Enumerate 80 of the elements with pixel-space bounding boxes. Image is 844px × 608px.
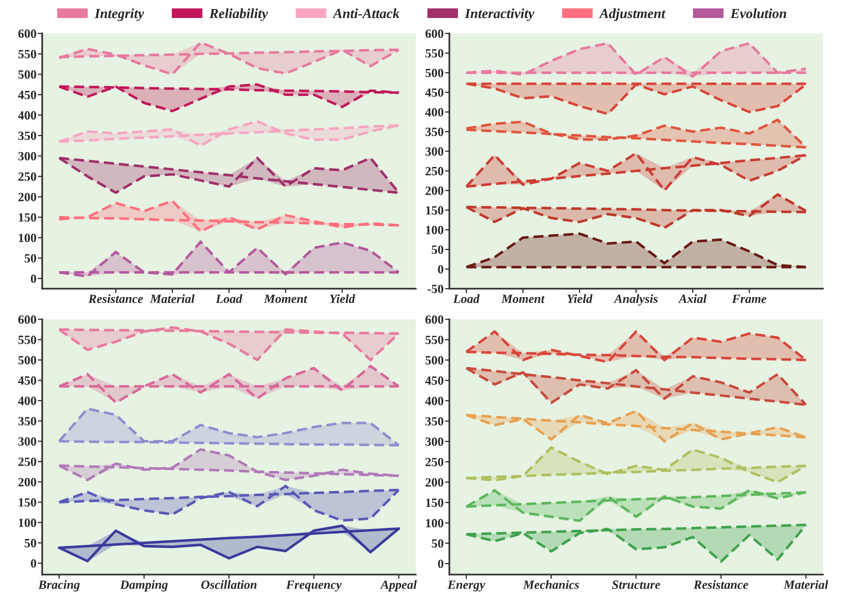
y-tick-label: 450 xyxy=(18,376,36,385)
x-tick-label: Yield xyxy=(330,294,356,304)
y-tick-label: 250 xyxy=(426,166,444,176)
y-tick-label: 350 xyxy=(426,128,444,136)
x-tick-label: Appeal xyxy=(380,580,417,592)
y-tick-label: 0 xyxy=(438,265,444,274)
x-tick-label: Material xyxy=(784,580,828,589)
y-tick-label: 450 xyxy=(18,90,36,100)
y-tick-label: 300 xyxy=(18,152,36,160)
x-tick-label: Moment xyxy=(501,294,545,304)
y-tick-label: 250 xyxy=(18,172,36,181)
y-tick-label: 350 xyxy=(18,416,36,426)
x-tick-label: Bracing xyxy=(38,580,80,592)
y-tick-label: 50 xyxy=(432,245,444,254)
y-tick-label: 450 xyxy=(425,376,444,385)
y-tick-label: 400 xyxy=(18,396,36,406)
y-tick-label: 350 xyxy=(426,417,444,426)
x-tick-label: Analysis xyxy=(614,294,658,306)
y-tick-label: 550 xyxy=(426,49,444,58)
y-tick-label: 50 xyxy=(24,538,36,548)
y-tick-label: 200 xyxy=(426,478,444,487)
y-tick-label: 50 xyxy=(432,539,444,548)
legend-label: Anti-Attack xyxy=(332,8,400,18)
y-tick-label: 550 xyxy=(426,336,444,344)
x-tick-label: Axial xyxy=(678,294,707,304)
y-tick-label: 0 xyxy=(438,560,444,568)
y-tick-label: 400 xyxy=(425,396,444,406)
y-tick-label: 500 xyxy=(18,70,36,79)
y-tick-label: 500 xyxy=(426,68,444,78)
y-tick-label: 200 xyxy=(18,478,36,486)
x-tick-label: Oscillation xyxy=(201,580,256,589)
x-tick-label: Structure xyxy=(612,580,660,589)
y-tick-label: 250 xyxy=(18,458,36,466)
y-tick-label: 250 xyxy=(426,458,444,466)
y-tick-label: 600 xyxy=(18,315,36,324)
y-tick-label: 600 xyxy=(18,29,36,38)
y-tick-label: 300 xyxy=(426,147,444,156)
x-tick-label: Resistance xyxy=(694,580,748,589)
x-tick-label: Resistance xyxy=(88,294,143,304)
y-tick-label: 100 xyxy=(426,226,444,234)
y-tick-label: 550 xyxy=(18,50,36,58)
x-tick-label: Damping xyxy=(120,580,168,592)
y-tick-label: 500 xyxy=(18,356,36,364)
y-tick-label: 300 xyxy=(18,437,36,446)
legend-label: Reliability xyxy=(209,8,268,22)
x-tick-label: Frame xyxy=(732,294,766,304)
y-tick-label: 100 xyxy=(18,518,36,527)
y-tick-label: 300 xyxy=(426,437,444,446)
y-tick-label: 350 xyxy=(18,132,36,140)
y-tick-label: 150 xyxy=(426,206,444,215)
x-tick-label: Moment xyxy=(264,294,308,304)
y-tick-label: 400 xyxy=(425,108,444,116)
y-tick-label: 200 xyxy=(426,186,444,195)
y-tick-label: 450 xyxy=(425,88,444,97)
y-tick-label: 0 xyxy=(30,559,36,568)
y-tick-label: 600 xyxy=(425,315,444,324)
y-tick-label: 500 xyxy=(426,356,444,364)
x-tick-label: Frequency xyxy=(286,580,342,592)
y-tick-label: 150 xyxy=(426,498,444,507)
y-tick-label: 150 xyxy=(18,213,36,222)
legend-label: Interactivity xyxy=(464,8,534,22)
x-tick-label: Yield xyxy=(567,294,593,304)
x-tick-label: Material xyxy=(150,294,195,304)
y-tick-label: 400 xyxy=(18,111,36,120)
x-tick-label: Load xyxy=(216,294,242,304)
legend-label: Adjustment xyxy=(598,8,666,22)
y-tick-label: 550 xyxy=(18,336,36,344)
x-tick-label: Energy xyxy=(447,580,486,592)
y-tick-label: 600 xyxy=(425,29,444,38)
legend-label: Evolution xyxy=(730,8,786,18)
x-tick-label: Load xyxy=(453,294,480,304)
y-tick-label: 150 xyxy=(18,498,36,507)
y-tick-label: 0 xyxy=(30,274,36,283)
x-tick-label: Mechanics xyxy=(522,580,579,589)
y-tick-label: 100 xyxy=(426,518,444,528)
y-tick-label: 100 xyxy=(18,234,36,242)
y-tick-label: -50 xyxy=(428,284,444,294)
y-tick-label: 200 xyxy=(18,192,36,202)
legend-label: Integrity xyxy=(94,8,144,22)
y-tick-label: 50 xyxy=(24,254,36,263)
